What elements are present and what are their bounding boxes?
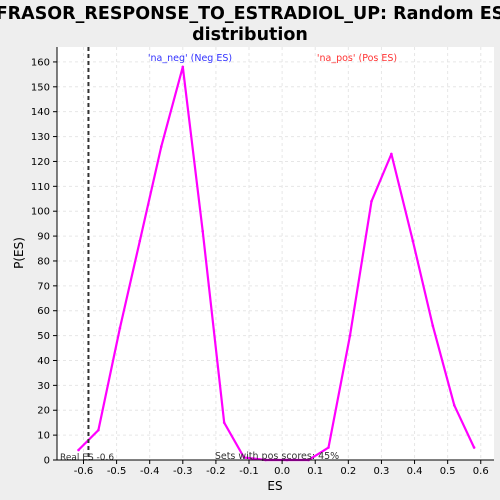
chart-title-line-1: FRASOR_RESPONSE_TO_ESTRADIOL_UP: Random … [0, 4, 500, 24]
data-point [327, 446, 330, 449]
y-tick-label: 10 [37, 431, 50, 442]
y-tick-label: 150 [31, 82, 50, 93]
x-tick-label: -0.2 [206, 466, 226, 477]
x-tick-label: 0.3 [373, 466, 389, 477]
real-es-label: Real ES -0.6 [60, 453, 114, 463]
data-point [97, 428, 100, 432]
plot-area [57, 47, 494, 460]
x-tick-label: 0.4 [407, 466, 423, 477]
data-point [138, 239, 142, 243]
y-tick-label: 40 [37, 356, 50, 367]
data-point [431, 324, 435, 327]
y-tick-label: 0 [44, 456, 50, 467]
x-tick-label: 0.2 [340, 466, 356, 477]
y-tick-label: 20 [37, 406, 50, 417]
x-tick-label: 0.5 [440, 466, 456, 477]
x-tick-label: 0.1 [307, 466, 323, 477]
y-tick-label: 70 [37, 281, 50, 292]
pos-es-label: 'na_pos' (Pos ES) [317, 53, 397, 64]
data-point [452, 403, 456, 407]
data-point [472, 446, 476, 449]
data-point [370, 199, 373, 203]
y-tick-label: 50 [37, 331, 50, 342]
x-tick-label: -0.3 [173, 466, 193, 477]
x-tick-label: -0.5 [107, 466, 127, 477]
y-axis-label: P(ES) [12, 237, 26, 269]
y-tick-label: 120 [31, 157, 50, 168]
neg-es-label: 'na_neg' (Neg ES) [148, 53, 232, 64]
data-point [222, 421, 226, 424]
x-tick-label: -0.1 [239, 466, 259, 477]
y-tick-label: 90 [37, 232, 50, 243]
y-tick-label: 130 [31, 132, 50, 143]
pos-score-text: Sets with pos scores: 45% [215, 451, 339, 462]
x-tick-label: -0.4 [140, 466, 160, 477]
y-tick-label: 110 [31, 182, 50, 193]
x-tick-label: 0.0 [274, 466, 290, 477]
y-tick-label: 80 [37, 256, 50, 267]
axes: -0.6 -0.5 -0.4 -0.3 -0.2 -0.1 0.0 0.1 0.2 0.3 0.4 0… [31, 47, 494, 477]
chart-title-line-2: distribution [192, 25, 308, 45]
annotation-layer: Real ES -0.6 'na_neg' (Neg ES) 'na_pos' (P… [60, 47, 397, 463]
data-point [118, 326, 122, 330]
y-tick-label: 60 [37, 306, 50, 317]
y-tick-label: 140 [31, 107, 50, 118]
x-tick-label: -0.6 [74, 466, 94, 477]
data-point [411, 239, 415, 243]
data-point [77, 448, 80, 452]
data-point [159, 145, 163, 148]
data-point [242, 456, 246, 459]
data-point [201, 229, 204, 233]
y-tick-label: 160 [31, 57, 50, 68]
x-axis-label: ES [267, 479, 282, 493]
data-point [181, 65, 185, 69]
data-point [390, 152, 393, 156]
data-point [348, 334, 352, 337]
y-tick-label: 100 [31, 207, 50, 218]
x-tick-label: 0.6 [473, 466, 489, 477]
y-tick-label: 30 [37, 381, 50, 392]
